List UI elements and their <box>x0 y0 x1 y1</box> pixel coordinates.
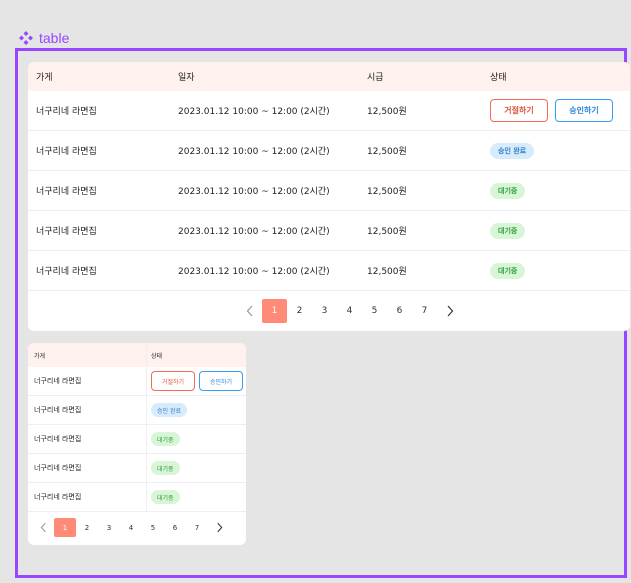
approve-button[interactable]: 승인하기 <box>199 371 243 391</box>
table-large: 가게 일자 시급 상태 너구리네 라면집 2023.01.12 10:00 ~ … <box>28 62 630 331</box>
reject-button[interactable]: 거절하기 <box>490 99 548 122</box>
page-button-3[interactable]: 3 <box>321 306 328 316</box>
status-cell: 대기중 <box>151 454 180 482</box>
table-row: 너구리네 라면집 2023.01.12 10:00 ~ 12:00 (2시간) … <box>28 171 630 211</box>
date-cell: 2023.01.12 10:00 ~ 12:00 (2시간) <box>178 147 330 157</box>
table-row: 너구리네 라면집 2023.01.12 10:00 ~ 12:00 (2시간) … <box>28 251 630 291</box>
status-cell: 거절하기 승인하기 <box>490 91 613 130</box>
status-cell: 대기중 <box>151 425 180 453</box>
chevron-left-icon[interactable] <box>32 518 54 537</box>
component-name: table <box>39 30 70 46</box>
column-header-status: 상태 <box>151 352 163 360</box>
status-badge-waiting: 대기중 <box>151 432 180 446</box>
store-cell: 너구리네 라면집 <box>34 377 82 385</box>
status-badge-waiting: 대기중 <box>151 461 180 475</box>
status-badge-approved: 승인 완료 <box>490 142 535 159</box>
table-row: 너구리네 라면집 2023.01.12 10:00 ~ 12:00 (2시간) … <box>28 91 630 131</box>
component-diamond-icon <box>18 30 34 46</box>
status-cell: 승인 완료 <box>490 131 535 170</box>
table-row: 너구리네 라면집 대기중 <box>28 483 246 512</box>
column-header-store: 가게 <box>36 73 53 83</box>
status-cell: 승인 완료 <box>151 396 187 424</box>
status-badge-waiting: 대기중 <box>490 222 526 239</box>
status-cell: 거절하기 승인하기 <box>151 367 243 395</box>
store-cell: 너구리네 라면집 <box>36 147 97 157</box>
column-divider <box>146 396 147 424</box>
column-header-date: 일자 <box>178 73 195 83</box>
status-badge-waiting: 대기중 <box>490 182 526 199</box>
page-button-7[interactable]: 7 <box>194 523 200 532</box>
page-button-5[interactable]: 5 <box>371 306 378 316</box>
date-cell: 2023.01.12 10:00 ~ 12:00 (2시간) <box>178 187 330 197</box>
column-header-store: 가게 <box>34 352 46 360</box>
table-row: 너구리네 라면집 거절하기 승인하기 <box>28 367 246 396</box>
column-header-wage: 시급 <box>367 73 384 83</box>
store-cell: 너구리네 라면집 <box>34 493 82 501</box>
page-button-5[interactable]: 5 <box>150 523 156 532</box>
store-cell: 너구리네 라면집 <box>34 435 82 443</box>
date-cell: 2023.01.12 10:00 ~ 12:00 (2시간) <box>178 107 330 117</box>
wage-cell: 12,500원 <box>367 267 407 277</box>
reject-button[interactable]: 거절하기 <box>151 371 195 391</box>
table-row: 너구리네 라면집 대기중 <box>28 454 246 483</box>
store-cell: 너구리네 라면집 <box>36 267 97 277</box>
status-badge-waiting: 대기중 <box>490 262 526 279</box>
column-divider <box>146 483 147 511</box>
store-cell: 너구리네 라면집 <box>34 464 82 472</box>
chevron-right-icon[interactable] <box>437 299 462 323</box>
wage-cell: 12,500원 <box>367 107 407 117</box>
component-label: table <box>18 29 69 47</box>
date-cell: 2023.01.12 10:00 ~ 12:00 (2시간) <box>178 227 330 237</box>
wage-cell: 12,500원 <box>367 227 407 237</box>
status-cell: 대기중 <box>490 251 526 290</box>
table-row: 너구리네 라면집 2023.01.12 10:00 ~ 12:00 (2시간) … <box>28 131 630 171</box>
chevron-left-icon[interactable] <box>237 299 262 323</box>
page-button-1[interactable]: 1 <box>54 518 76 537</box>
page-button-2[interactable]: 2 <box>84 523 90 532</box>
pagination: 1 2 3 4 5 6 7 <box>32 518 230 537</box>
page-button-2[interactable]: 2 <box>296 306 303 316</box>
page-button-4[interactable]: 4 <box>346 306 353 316</box>
store-cell: 너구리네 라면집 <box>36 187 97 197</box>
chevron-right-icon[interactable] <box>208 518 230 537</box>
table-small: 가게 상태 너구리네 라면집 거절하기 승인하기 너구리네 라면집 승인 완료 … <box>28 343 246 545</box>
column-divider <box>146 343 147 367</box>
table-header: 가게 상태 <box>28 343 246 367</box>
column-header-status: 상태 <box>490 73 507 83</box>
page-button-7[interactable]: 7 <box>421 306 428 316</box>
status-cell: 대기중 <box>490 211 526 250</box>
column-divider <box>146 454 147 482</box>
table-row: 너구리네 라면집 승인 완료 <box>28 396 246 425</box>
status-cell: 대기중 <box>490 171 526 210</box>
page-button-1[interactable]: 1 <box>262 299 287 323</box>
page-button-6[interactable]: 6 <box>172 523 178 532</box>
wage-cell: 12,500원 <box>367 187 407 197</box>
table-row: 너구리네 라면집 대기중 <box>28 425 246 454</box>
wage-cell: 12,500원 <box>367 147 407 157</box>
date-cell: 2023.01.12 10:00 ~ 12:00 (2시간) <box>178 267 330 277</box>
status-badge-approved: 승인 완료 <box>151 403 187 417</box>
approve-button[interactable]: 승인하기 <box>555 99 613 122</box>
pagination: 1 2 3 4 5 6 7 <box>237 299 462 323</box>
store-cell: 너구리네 라면집 <box>34 406 82 414</box>
page-button-3[interactable]: 3 <box>106 523 112 532</box>
store-cell: 너구리네 라면집 <box>36 107 97 117</box>
table-row: 너구리네 라면집 2023.01.12 10:00 ~ 12:00 (2시간) … <box>28 211 630 251</box>
column-divider <box>146 367 147 395</box>
page-button-6[interactable]: 6 <box>396 306 403 316</box>
column-divider <box>146 425 147 453</box>
table-header: 가게 일자 시급 상태 <box>28 62 630 91</box>
page-button-4[interactable]: 4 <box>128 523 134 532</box>
status-badge-waiting: 대기중 <box>151 490 180 504</box>
store-cell: 너구리네 라면집 <box>36 227 97 237</box>
status-cell: 대기중 <box>151 483 180 511</box>
